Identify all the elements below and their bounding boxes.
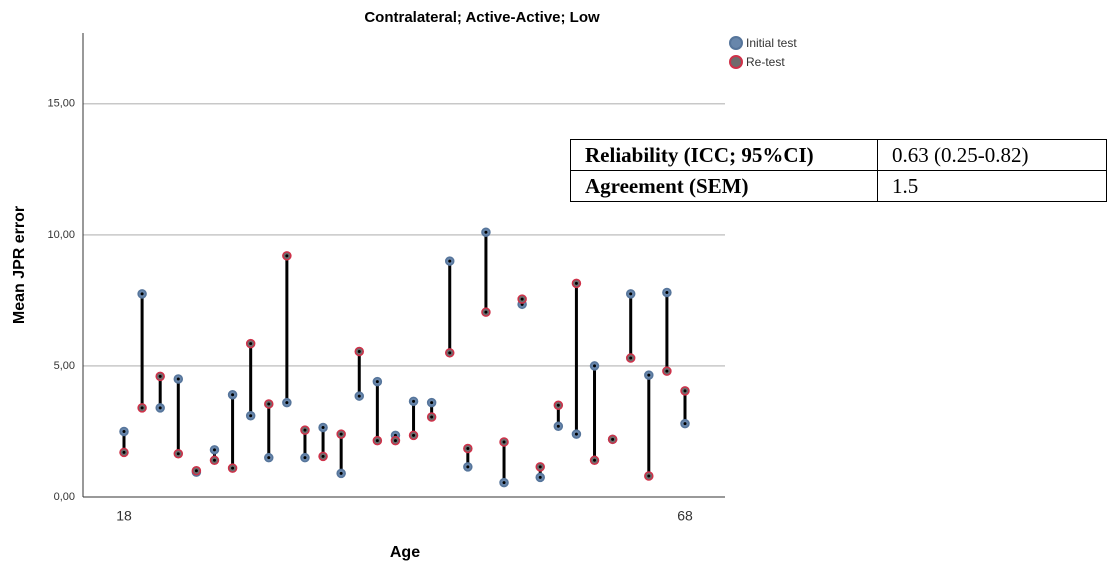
point-center <box>393 439 397 443</box>
point-center <box>430 415 434 419</box>
point-center <box>448 259 452 263</box>
point-center <box>593 364 597 368</box>
point-center <box>140 292 144 296</box>
y-axis-label: Mean JPR error <box>11 206 28 324</box>
point-center <box>158 374 162 378</box>
x-axis-label: Age <box>390 544 420 561</box>
legend-marker <box>729 36 743 50</box>
point-center <box>412 399 416 403</box>
point-center <box>231 393 235 397</box>
legend-label: Re-test <box>746 55 785 69</box>
point-center <box>267 402 271 406</box>
point-center <box>412 433 416 437</box>
point-center <box>176 377 180 381</box>
point-center <box>231 466 235 470</box>
point-center <box>140 406 144 410</box>
point-center <box>430 401 434 405</box>
point-center <box>321 454 325 458</box>
table-cell: 1.5 <box>877 170 1107 202</box>
point-center <box>520 297 524 301</box>
point-center <box>647 373 651 377</box>
point-center <box>267 456 271 460</box>
point-center <box>321 426 325 430</box>
point-center <box>502 440 506 444</box>
point-center <box>357 394 361 398</box>
point-center <box>357 350 361 354</box>
point-center <box>249 414 253 418</box>
point-center <box>375 380 379 384</box>
chart-title: Contralateral; Active-Active; Low <box>364 9 600 26</box>
point-center <box>683 389 687 393</box>
point-center <box>212 448 216 452</box>
point-center <box>285 254 289 258</box>
point-center <box>556 403 560 407</box>
point-center <box>556 424 560 428</box>
point-center <box>303 428 307 432</box>
point-center <box>611 437 615 441</box>
point-center <box>484 310 488 314</box>
point-center <box>249 342 253 346</box>
point-center <box>303 456 307 460</box>
table-row: Reliability (ICC; 95%CI) 0.63 (0.25-0.82) <box>570 139 1107 171</box>
point-center <box>629 292 633 296</box>
point-center <box>285 401 289 405</box>
point-center <box>466 447 470 451</box>
point-center <box>176 452 180 456</box>
point-center <box>375 439 379 443</box>
point-center <box>122 450 126 454</box>
point-center <box>466 465 470 469</box>
point-center <box>683 422 687 426</box>
table-row: Agreement (SEM) 1.5 <box>570 170 1107 202</box>
x-tick-label: 18 <box>116 508 132 524</box>
y-tick-label: 15,00 <box>47 98 75 110</box>
legend-label: Initial test <box>746 36 797 50</box>
point-center <box>593 458 597 462</box>
point-center <box>538 465 542 469</box>
point-center <box>665 291 669 295</box>
point-center <box>574 432 578 436</box>
y-tick-label: 10,00 <box>47 229 75 241</box>
point-center <box>339 471 343 475</box>
legend-marker <box>729 55 743 69</box>
point-center <box>502 481 506 485</box>
table-cell: 0.63 (0.25-0.82) <box>877 139 1107 171</box>
point-center <box>158 406 162 410</box>
point-center <box>339 432 343 436</box>
y-tick-label: 5,00 <box>54 360 75 372</box>
point-center <box>647 474 651 478</box>
point-center <box>538 475 542 479</box>
table-cell: Reliability (ICC; 95%CI) <box>570 139 878 171</box>
point-center <box>194 469 198 473</box>
point-center <box>574 281 578 285</box>
x-tick-label: 68 <box>677 508 693 524</box>
point-center <box>212 458 216 462</box>
point-center <box>122 429 126 433</box>
point-center <box>448 351 452 355</box>
annotation-table: Reliability (ICC; 95%CI) 0.63 (0.25-0.82)… <box>570 139 1107 202</box>
table-cell: Agreement (SEM) <box>570 170 878 202</box>
point-center <box>665 369 669 373</box>
y-tick-label: 0,00 <box>54 491 75 503</box>
point-center <box>629 356 633 360</box>
point-center <box>484 230 488 234</box>
